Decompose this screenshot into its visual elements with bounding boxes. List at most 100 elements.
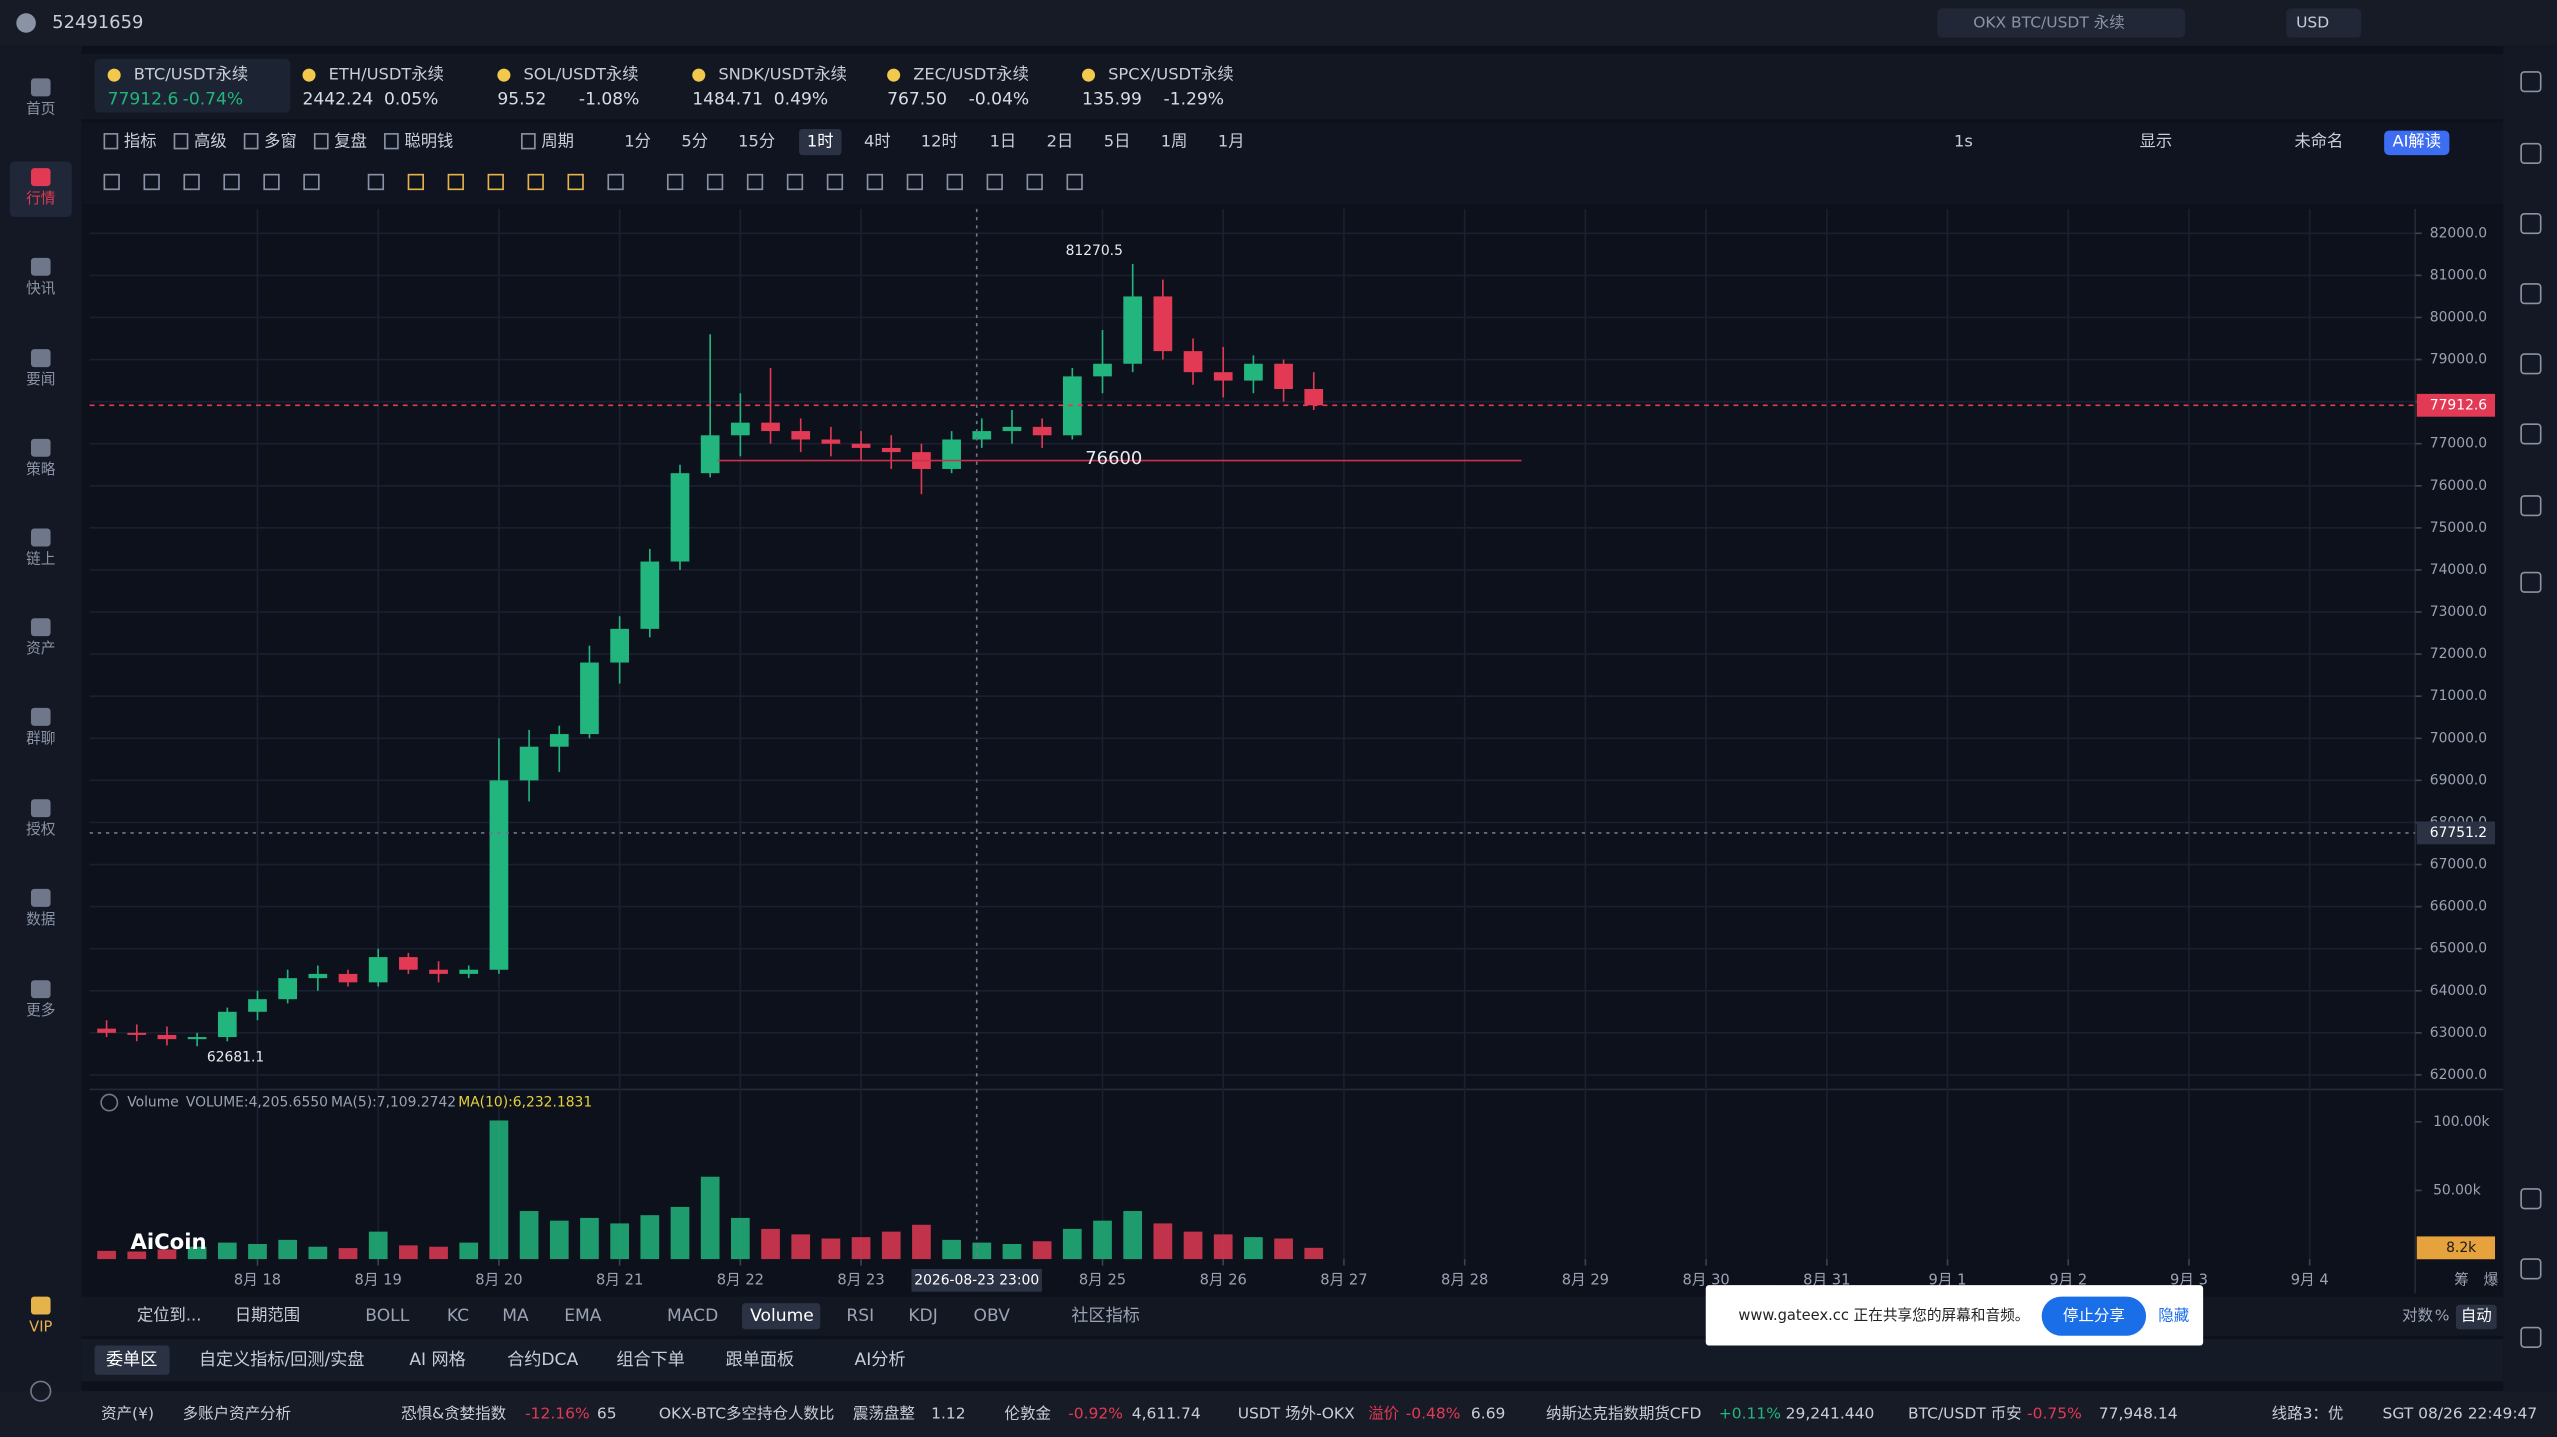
label[interactable]: Volume xyxy=(750,1306,814,1326)
status-bar xyxy=(0,1391,2557,1437)
label[interactable]: 快讯 xyxy=(26,280,56,297)
right-icon xyxy=(2520,423,2542,445)
candle-body xyxy=(700,435,720,474)
label[interactable]: OBV xyxy=(974,1306,1011,1326)
logo xyxy=(16,13,36,33)
label[interactable]: 更多 xyxy=(26,1002,55,1019)
label[interactable]: RSI xyxy=(846,1306,874,1326)
status-item: 77,948.14 xyxy=(2099,1405,2178,1423)
label[interactable]: 聪明钱 xyxy=(404,132,453,151)
volume-bar xyxy=(700,1176,720,1260)
label[interactable]: 1时 xyxy=(807,132,834,151)
label[interactable]: 12时 xyxy=(921,132,958,151)
y-tick-label: 82000.0 xyxy=(2430,225,2487,241)
label[interactable]: 4时 xyxy=(864,132,891,151)
label[interactable]: 15分 xyxy=(738,132,775,151)
label[interactable]: 对数 xyxy=(2402,1307,2433,1325)
label: 77912.6 xyxy=(108,90,179,110)
label[interactable]: 组合下单 xyxy=(616,1350,684,1370)
label[interactable]: OKX BTC/USDT 永续 xyxy=(1973,13,2125,31)
label[interactable]: 1s xyxy=(1954,132,1973,151)
label[interactable]: 要闻 xyxy=(26,371,55,388)
label[interactable]: SPCX/USDT永续 xyxy=(1108,65,1234,84)
volume-bar xyxy=(459,1242,479,1260)
status-item: -0.48% xyxy=(1406,1405,1461,1423)
y-tick-label: 64000.0 xyxy=(2430,983,2487,999)
label[interactable]: 委单区 xyxy=(106,1350,157,1370)
volume-bar xyxy=(610,1223,629,1260)
label[interactable]: % xyxy=(2435,1307,2450,1325)
label[interactable]: 定位到... xyxy=(137,1306,201,1325)
label[interactable]: 复盘 xyxy=(334,132,367,151)
label[interactable]: AI分析 xyxy=(855,1350,906,1370)
label[interactable]: ETH/USDT永续 xyxy=(329,65,444,84)
label[interactable]: 停止分享 xyxy=(2063,1307,2125,1325)
label[interactable]: BTC/USDT永续 xyxy=(134,65,248,84)
label[interactable]: 2日 xyxy=(1047,132,1074,151)
label[interactable]: 1分 xyxy=(624,132,651,151)
label[interactable]: 未命名 xyxy=(2294,132,2343,151)
label[interactable]: 日期范围 xyxy=(235,1306,300,1325)
label[interactable]: 跟单面板 xyxy=(726,1350,794,1370)
label[interactable]: 资产 xyxy=(26,640,55,657)
crosshair-x-tag xyxy=(911,1268,1042,1292)
volume-bar xyxy=(912,1224,931,1260)
status-item: 伦敦金 xyxy=(1005,1405,1052,1423)
label[interactable]: 首页 xyxy=(26,100,55,117)
label[interactable]: 5日 xyxy=(1104,132,1131,151)
label[interactable]: SNDK/USDT永续 xyxy=(718,65,847,84)
candle-body xyxy=(459,969,479,974)
label[interactable]: USD xyxy=(2296,13,2329,31)
label[interactable]: 高级 xyxy=(194,132,227,151)
sidebar-icon xyxy=(30,78,51,97)
label[interactable]: 隐藏 xyxy=(2158,1307,2189,1325)
label[interactable]: 数据 xyxy=(26,911,56,928)
label[interactable]: VIP xyxy=(29,1319,52,1336)
label[interactable]: 5分 xyxy=(681,132,708,151)
right-icon xyxy=(2520,1258,2542,1280)
panel-tabs-bg xyxy=(81,1338,2504,1382)
y-tick-label: 73000.0 xyxy=(2430,604,2487,620)
label[interactable]: AI 网格 xyxy=(409,1350,465,1370)
label[interactable]: ZEC/USDT永续 xyxy=(913,65,1029,84)
label[interactable]: MA xyxy=(502,1306,529,1326)
status-item: BTC/USDT 币安 xyxy=(1908,1405,2022,1423)
label[interactable]: 行情 xyxy=(26,190,56,207)
draw-tool xyxy=(1026,173,1043,191)
label[interactable]: 周期 xyxy=(541,132,574,151)
label[interactable]: 1日 xyxy=(990,132,1017,151)
label[interactable]: 显示 xyxy=(2140,132,2173,151)
tab-dot xyxy=(107,68,121,82)
label[interactable]: MACD xyxy=(667,1306,718,1326)
label[interactable]: 策略 xyxy=(26,461,56,478)
volume-bar xyxy=(1153,1223,1173,1260)
label[interactable]: 指标 xyxy=(124,132,157,151)
label[interactable]: AI解读 xyxy=(2392,132,2441,151)
volume-bar xyxy=(821,1238,841,1260)
x-tick-label: 8月 22 xyxy=(717,1271,764,1288)
volume-bar xyxy=(187,1246,207,1260)
label[interactable]: SOL/USDT永续 xyxy=(523,65,638,84)
label[interactable]: 自动 xyxy=(2461,1307,2492,1325)
label[interactable]: EMA xyxy=(564,1306,602,1326)
label[interactable]: 授权 xyxy=(26,821,56,838)
label[interactable]: 群聊 xyxy=(26,730,55,747)
volume-bar xyxy=(429,1246,448,1260)
volume-bar xyxy=(1213,1234,1233,1260)
label[interactable]: 自定义指标/回测/实盘 xyxy=(199,1350,365,1370)
label[interactable]: 社区指标 xyxy=(1071,1306,1139,1326)
status-item: 纳斯达克指数期货CFD xyxy=(1546,1405,1702,1423)
label[interactable]: KC xyxy=(447,1306,469,1326)
label[interactable]: 1月 xyxy=(1218,132,1245,151)
label[interactable]: KDJ xyxy=(908,1306,937,1326)
volume-bar xyxy=(670,1206,690,1260)
label[interactable]: 链上 xyxy=(26,551,55,568)
label[interactable]: 多窗 xyxy=(264,132,297,151)
toolbar xyxy=(81,122,2504,205)
label[interactable]: 1周 xyxy=(1161,132,1188,151)
label[interactable]: BOLL xyxy=(365,1306,409,1326)
volume-tick-label: 100.00k xyxy=(2433,1114,2490,1130)
side-label: 筹 xyxy=(2454,1271,2469,1288)
label[interactable]: 合约DCA xyxy=(507,1350,578,1370)
